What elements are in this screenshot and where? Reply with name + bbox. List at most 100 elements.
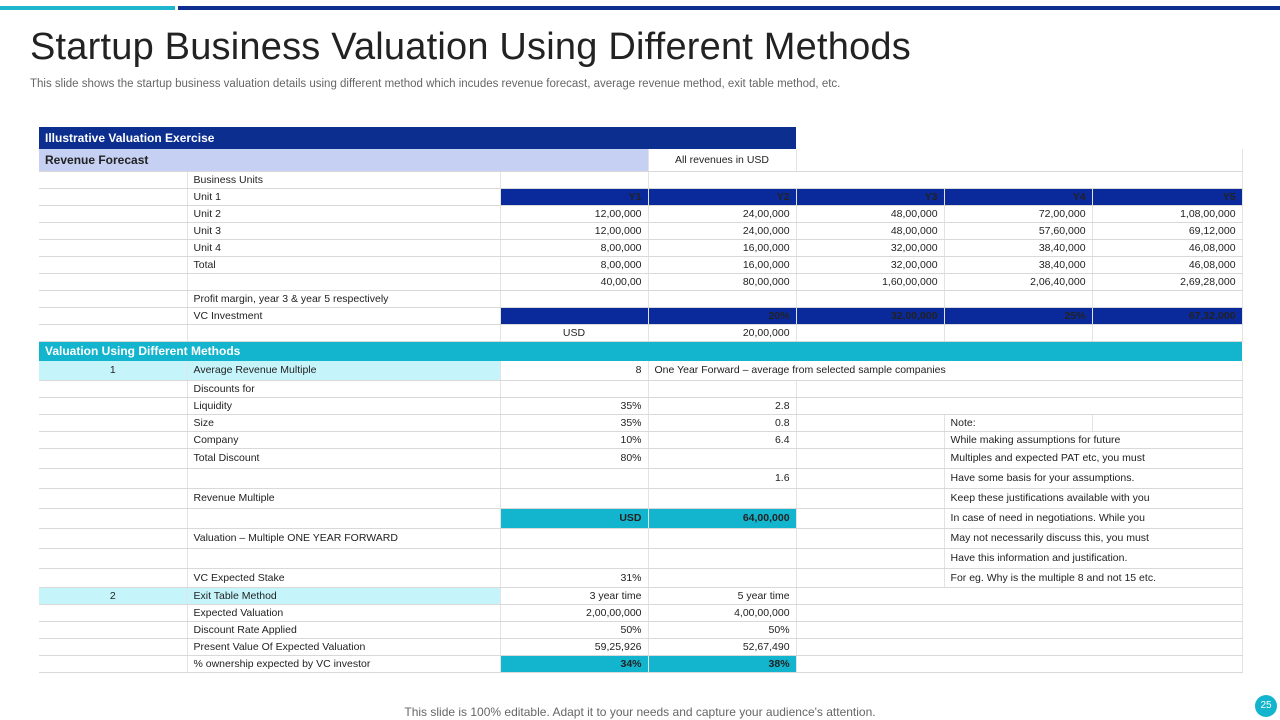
cell-value: 50% bbox=[648, 621, 797, 639]
cell-value: 25% bbox=[944, 307, 1093, 325]
cell-value: 57,60,000 bbox=[944, 222, 1093, 240]
valuation-table: Illustrative Valuation Exercise Revenue … bbox=[39, 127, 1243, 673]
cell-value: 16,00,000 bbox=[648, 239, 797, 257]
vc-expected-stake-label: VC Expected Stake bbox=[187, 568, 501, 588]
cell-value: 2.8 bbox=[648, 397, 797, 415]
note-text: May not necessarily discuss this, you mu… bbox=[944, 528, 1243, 549]
cell-value: 50% bbox=[500, 621, 649, 639]
total-discount-label: Total Discount bbox=[187, 448, 501, 469]
slide-footer: This slide is 100% editable. Adapt it to… bbox=[404, 705, 876, 719]
cell-value: 52,67,490 bbox=[648, 638, 797, 656]
business-units-row: Business Units bbox=[39, 171, 1243, 189]
discounts-row: Discounts for bbox=[39, 380, 1243, 398]
multiple-after-row: 1.6 Have some basis for your assumptions… bbox=[39, 468, 1243, 489]
size-label: Size bbox=[187, 414, 501, 432]
usd-amount: 20,00,000 bbox=[648, 324, 797, 342]
cell-value: 4,00,00,000 bbox=[648, 604, 797, 622]
table-row: Unit 4 8,00,000 16,00,000 32,00,000 38,4… bbox=[39, 239, 1243, 257]
year-y4: Y4 bbox=[944, 188, 1093, 206]
cell-value: 3 year time bbox=[500, 587, 649, 605]
cell-value: 69,12,000 bbox=[1092, 222, 1243, 240]
row-label: Total bbox=[187, 256, 501, 274]
table-row: Discount Rate Applied 50% 50% bbox=[39, 621, 1243, 639]
note-text: Have this information and justification. bbox=[944, 548, 1243, 569]
table-row: Unit 2 12,00,000 24,00,000 48,00,000 72,… bbox=[39, 205, 1243, 223]
revenue-forecast-label: Revenue Forecast bbox=[39, 149, 649, 172]
cell-value: 59,25,926 bbox=[500, 638, 649, 656]
valuation-label: Valuation – Multiple ONE YEAR FORWARD bbox=[187, 528, 501, 549]
vc-investment-row: VC Investment 20% 32,00,000 25% 67,32,00… bbox=[39, 307, 1243, 325]
row-label bbox=[187, 273, 501, 291]
year-y2: Y2 bbox=[648, 188, 797, 206]
cell-value: 34% bbox=[500, 655, 649, 673]
blank-note-row: Have this information and justification. bbox=[39, 548, 1243, 569]
method-number: 2 bbox=[39, 587, 188, 605]
cell-value: 24,00,000 bbox=[648, 205, 797, 223]
cell-value: 8,00,000 bbox=[500, 239, 649, 257]
company-label: Company bbox=[187, 431, 501, 449]
company-row: Company 10% 6.4 While making assumptions… bbox=[39, 431, 1243, 449]
cell-value: 5 year time bbox=[648, 587, 797, 605]
year-y5: Y5 bbox=[1092, 188, 1243, 206]
table-row: Unit 3 12,00,000 24,00,000 48,00,000 57,… bbox=[39, 222, 1243, 240]
method1-row: 1 Average Revenue Multiple 8 One Year Fo… bbox=[39, 361, 1243, 381]
ownership-label: % ownership expected by VC investor bbox=[187, 655, 501, 673]
cell-value bbox=[500, 307, 649, 325]
note-text: In case of need in negotiations. While y… bbox=[944, 508, 1243, 529]
row-label: Unit 3 bbox=[187, 222, 501, 240]
vc-investment-label: VC Investment bbox=[187, 307, 501, 325]
cell-value: 46,08,000 bbox=[1092, 239, 1243, 257]
cell-value: 80% bbox=[500, 448, 649, 469]
cell-value: 80,00,000 bbox=[648, 273, 797, 291]
cell-value: 35% bbox=[500, 397, 649, 415]
size-row: Size 35% 0.8 Note: bbox=[39, 414, 1243, 432]
method-number: 1 bbox=[39, 361, 188, 381]
cell-value: 35% bbox=[500, 414, 649, 432]
revenue-multiple-row: Revenue Multiple Keep these justificatio… bbox=[39, 488, 1243, 509]
unit1-label: Unit 1 bbox=[187, 188, 501, 206]
cell-value: 48,00,000 bbox=[796, 222, 945, 240]
ownership-row: % ownership expected by VC investor 34% … bbox=[39, 655, 1243, 673]
method-label: Average Revenue Multiple bbox=[187, 361, 501, 381]
note-text: Have some basis for your assumptions. bbox=[944, 468, 1243, 489]
note-text: Note: bbox=[944, 414, 1093, 432]
cell-value: 12,00,000 bbox=[500, 205, 649, 223]
note-text: While making assumptions for future bbox=[944, 431, 1243, 449]
slide-subtitle: This slide shows the startup business va… bbox=[30, 78, 841, 90]
method2-row: 2 Exit Table Method 3 year time 5 year t… bbox=[39, 587, 1243, 605]
table-row: Total 8,00,000 16,00,000 32,00,000 38,40… bbox=[39, 256, 1243, 274]
valuation-currency: USD bbox=[500, 508, 649, 529]
slide-title: Startup Business Valuation Using Differe… bbox=[30, 26, 911, 68]
multiple-after-discount: 1.6 bbox=[648, 468, 797, 489]
cell-value: 32,00,000 bbox=[796, 239, 945, 257]
revenue-forecast-row: Revenue Forecast All revenues in USD bbox=[39, 149, 1243, 172]
cell-value: 40,00,00 bbox=[500, 273, 649, 291]
cell-value: 48,00,000 bbox=[796, 205, 945, 223]
cell-value: 2,69,28,000 bbox=[1092, 273, 1243, 291]
cell-value: 1,60,00,000 bbox=[796, 273, 945, 291]
cell-value: 6.4 bbox=[648, 431, 797, 449]
cell-value: 10% bbox=[500, 431, 649, 449]
cell-value: 0.8 bbox=[648, 414, 797, 432]
liquidity-row: Liquidity 35% 2.8 bbox=[39, 397, 1243, 415]
multiple-value: 8 bbox=[500, 361, 649, 381]
table-row: Expected Valuation 2,00,00,000 4,00,00,0… bbox=[39, 604, 1243, 622]
cell-value: 31% bbox=[500, 568, 649, 588]
cell-value: 38% bbox=[648, 655, 797, 673]
cell-value: 32,00,000 bbox=[796, 256, 945, 274]
year-header-row: Unit 1 Y1 Y2 Y3 Y4 Y5 bbox=[39, 188, 1243, 206]
vc-expected-stake-row: VC Expected Stake 31% For eg. Why is the… bbox=[39, 568, 1243, 588]
cell-value: 38,40,000 bbox=[944, 256, 1093, 274]
top-accent-bar-navy bbox=[178, 6, 1280, 10]
cell-value: 12,00,000 bbox=[500, 222, 649, 240]
valuation-label-row: Valuation – Multiple ONE YEAR FORWARD Ma… bbox=[39, 528, 1243, 549]
multiple-note: One Year Forward – average from selected… bbox=[648, 361, 1243, 381]
row-label: Unit 2 bbox=[187, 205, 501, 223]
profit-margin-row: Profit margin, year 3 & year 5 respectiv… bbox=[39, 290, 1243, 308]
cell-value: 67,32,000 bbox=[1092, 307, 1243, 325]
valuation-amount: 64,00,000 bbox=[648, 508, 797, 529]
cell-value: 16,00,000 bbox=[648, 256, 797, 274]
revenue-multiple-label: Revenue Multiple bbox=[187, 488, 501, 509]
liquidity-label: Liquidity bbox=[187, 397, 501, 415]
cell-value: 38,40,000 bbox=[944, 239, 1093, 257]
